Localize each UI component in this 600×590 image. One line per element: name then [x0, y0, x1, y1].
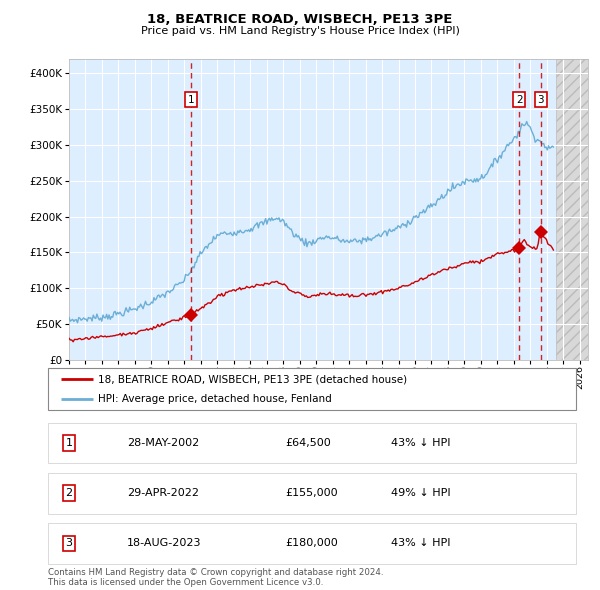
Text: 49% ↓ HPI: 49% ↓ HPI [391, 489, 451, 498]
FancyBboxPatch shape [48, 422, 576, 464]
Text: HPI: Average price, detached house, Fenland: HPI: Average price, detached house, Fenl… [98, 395, 332, 404]
FancyBboxPatch shape [48, 368, 576, 410]
Text: £180,000: £180,000 [286, 539, 338, 548]
Text: Price paid vs. HM Land Registry's House Price Index (HPI): Price paid vs. HM Land Registry's House … [140, 26, 460, 36]
Text: 43% ↓ HPI: 43% ↓ HPI [391, 539, 451, 548]
Text: 2: 2 [65, 489, 73, 498]
Text: £64,500: £64,500 [286, 438, 331, 448]
Text: 1: 1 [188, 94, 194, 104]
Text: 18-AUG-2023: 18-AUG-2023 [127, 539, 202, 548]
Text: 18, BEATRICE ROAD, WISBECH, PE13 3PE: 18, BEATRICE ROAD, WISBECH, PE13 3PE [148, 13, 452, 26]
Text: 43% ↓ HPI: 43% ↓ HPI [391, 438, 451, 448]
Text: 3: 3 [65, 539, 73, 548]
Bar [556, 59, 588, 360]
Text: 1: 1 [65, 438, 73, 448]
FancyBboxPatch shape [48, 523, 576, 564]
Bar [556, 59, 588, 360]
Text: Contains HM Land Registry data © Crown copyright and database right 2024.
This d: Contains HM Land Registry data © Crown c… [48, 568, 383, 587]
Text: 29-APR-2022: 29-APR-2022 [127, 489, 199, 498]
Text: 18, BEATRICE ROAD, WISBECH, PE13 3PE (detached house): 18, BEATRICE ROAD, WISBECH, PE13 3PE (de… [98, 375, 407, 385]
FancyBboxPatch shape [48, 473, 576, 514]
Text: 3: 3 [538, 94, 544, 104]
Text: 28-MAY-2002: 28-MAY-2002 [127, 438, 199, 448]
Text: 2: 2 [516, 94, 523, 104]
Text: £155,000: £155,000 [286, 489, 338, 498]
